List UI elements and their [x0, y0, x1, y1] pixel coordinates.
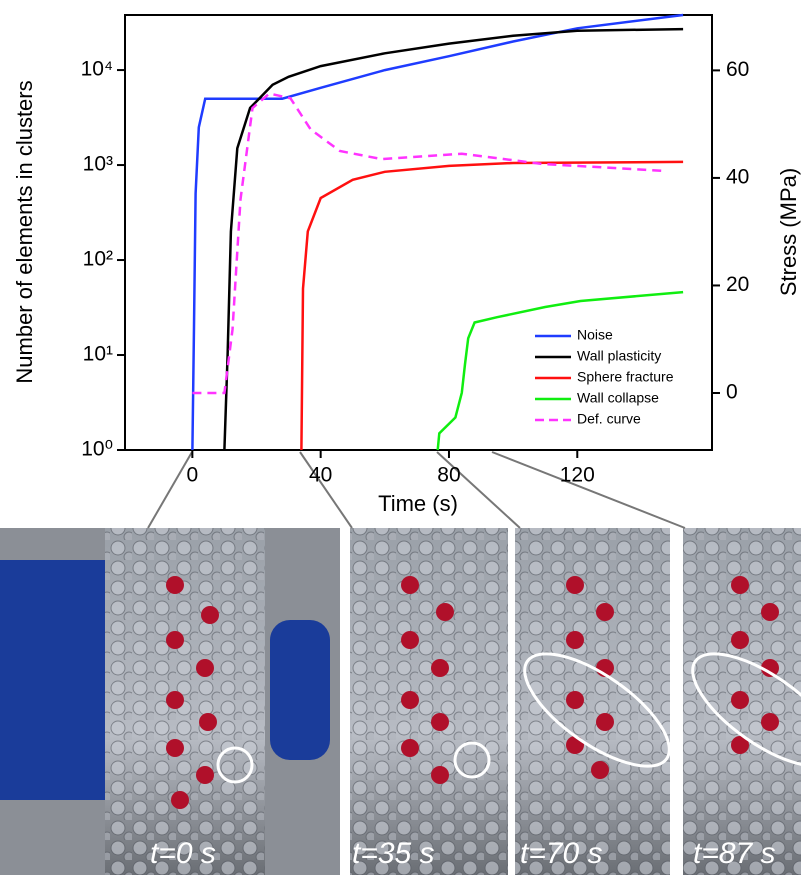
plot-frame: [124, 14, 713, 451]
photos: [0, 451, 801, 875]
x-tick-label: 120: [560, 464, 595, 487]
y-tick-label: 10²: [83, 248, 113, 271]
highlights: [216, 652, 801, 784]
y-tick-label: 10⁴: [81, 58, 113, 81]
y2-tick-label: 40: [726, 165, 749, 188]
y-tick-label: 10³: [83, 153, 113, 176]
photo-label: t=0 s: [150, 837, 216, 870]
y2-axis-label: Stress (MPa): [776, 168, 801, 296]
clamp: [0, 560, 110, 800]
photo-label: t=35 s: [352, 837, 435, 870]
sample-texture: [515, 528, 670, 875]
series-line: [300, 160, 684, 451]
series-line: [436, 290, 684, 451]
legend-label: Noise: [577, 327, 613, 343]
clamp: [270, 620, 330, 760]
legend-label: Wall collapse: [577, 390, 659, 406]
legend-label: Sphere fracture: [577, 369, 674, 385]
legend-label: Wall plasticity: [577, 348, 661, 364]
y-tick-label: 10⁰: [81, 438, 113, 461]
x-tick-label: 80: [437, 464, 460, 487]
x-tick-label: 40: [309, 464, 332, 487]
y2-tick-label: 20: [726, 273, 749, 296]
x-tick-label: 0: [187, 464, 199, 487]
y2-tick-label: 60: [726, 58, 749, 81]
photo-label: t=87 s: [693, 837, 776, 870]
series-line: [192, 92, 664, 395]
series-line: [191, 13, 684, 451]
photo-label: t=70 s: [520, 837, 603, 870]
sample-texture: [350, 528, 508, 875]
connectors: [147, 451, 686, 529]
legend-label: Def. curve: [577, 411, 641, 427]
x-axis-label: Time (s): [378, 491, 458, 516]
series-line: [223, 27, 684, 451]
y2-tick-label: 0: [726, 381, 738, 404]
red-spheres: [166, 576, 779, 809]
y-tick-label: 10¹: [83, 343, 113, 366]
sample-texture: [105, 528, 265, 875]
y-axis-label: Number of elements in clusters: [12, 80, 37, 383]
